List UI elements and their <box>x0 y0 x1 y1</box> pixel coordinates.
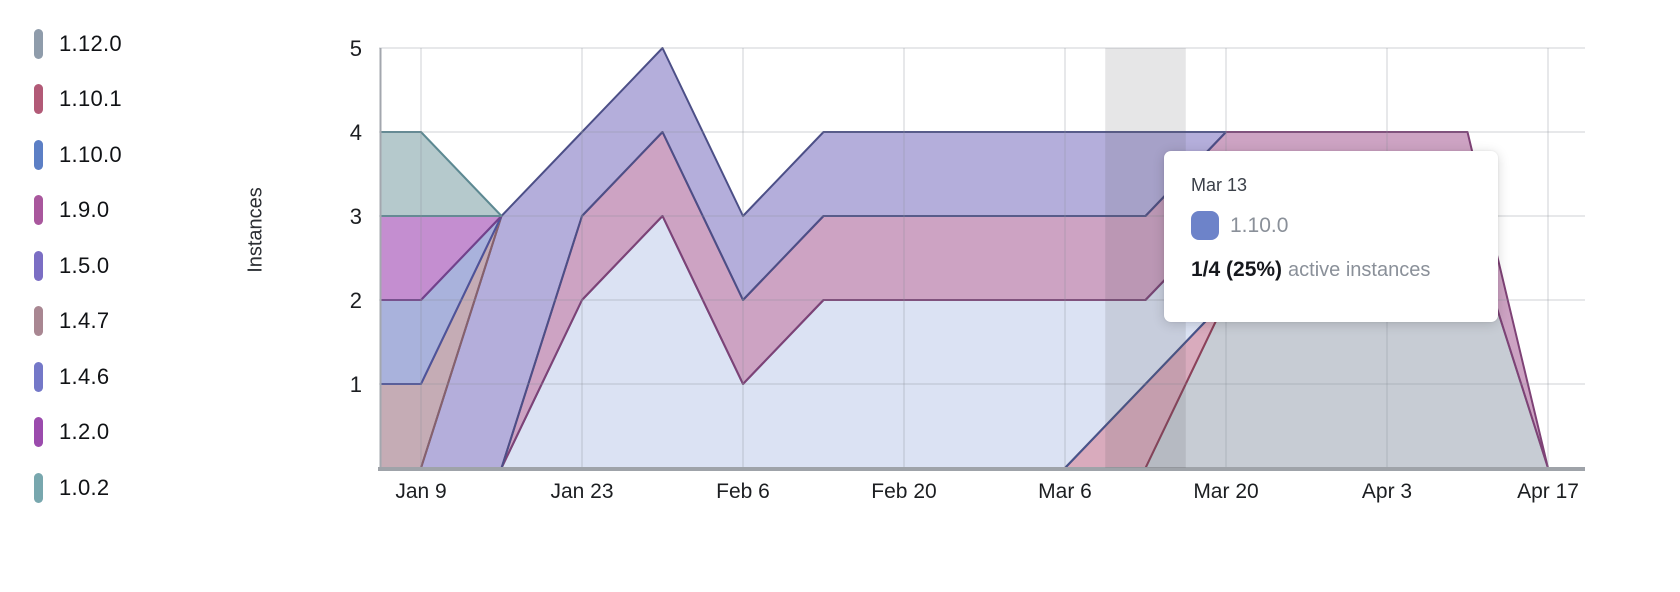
legend-marker-icon <box>34 139 43 170</box>
legend-marker-icon <box>34 361 43 392</box>
chart-tooltip: Mar 13 1.10.0 1/4 (25%) active instances <box>1164 151 1498 322</box>
legend-item-1.0.2[interactable]: 1.0.2 <box>34 460 122 516</box>
y-tick-label: 1 <box>350 372 362 397</box>
legend-label: 1.2.0 <box>59 419 110 445</box>
legend-label: 1.4.7 <box>59 308 110 334</box>
legend-label: 1.12.0 <box>59 30 122 56</box>
legend-label: 1.10.1 <box>59 86 122 112</box>
legend-item-1.10.0[interactable]: 1.10.0 <box>34 127 122 183</box>
legend-label: 1.5.0 <box>59 252 110 278</box>
area-edge-1.5.0 <box>421 131 1227 469</box>
x-tick-label: Mar 20 <box>1193 480 1258 503</box>
y-tick-label: 3 <box>350 204 362 229</box>
tooltip-series-swatch-icon <box>1191 211 1219 240</box>
legend-item-1.5.0[interactable]: 1.5.0 <box>34 238 122 294</box>
y-tick-label: 2 <box>350 288 362 313</box>
legend-item-1.9.0[interactable]: 1.9.0 <box>34 183 122 239</box>
area-edge-1.2.0 <box>381 215 503 301</box>
area-edge-1.5.0 <box>420 47 1226 469</box>
legend-marker-icon <box>34 417 43 448</box>
y-tick-label: 5 <box>350 36 362 61</box>
legend-marker-icon <box>34 195 43 226</box>
x-tick-label: Feb 6 <box>716 480 770 503</box>
legend-item-1.12.0[interactable]: 1.12.0 <box>34 16 122 72</box>
tooltip-series-label: 1.10.0 <box>1230 213 1289 237</box>
tooltip-date: Mar 13 <box>1191 175 1248 195</box>
chart-legend: 1.12.0 1.10.1 1.10.0 1.9.0 1.5.0 1.4.7 1.4.6 1.… <box>34 16 122 516</box>
y-tick-label: 4 <box>350 120 362 145</box>
x-tick-label: Feb 20 <box>871 480 936 503</box>
x-tick-label: Jan 9 <box>395 480 446 503</box>
legend-item-1.4.6[interactable]: 1.4.6 <box>34 349 122 405</box>
legend-label: 1.0.2 <box>59 474 110 500</box>
x-tick-label: Apr 17 <box>1517 480 1579 503</box>
legend-marker-icon <box>34 84 43 115</box>
legend-marker-icon <box>34 250 43 281</box>
tooltip-value-suffix: active instances <box>1288 259 1431 281</box>
x-tick-label: Apr 3 <box>1362 480 1412 503</box>
tooltip-value: 1/4 (25%) <box>1191 258 1283 281</box>
legend-label: 1.4.6 <box>59 363 110 389</box>
legend-item-1.4.7[interactable]: 1.4.7 <box>34 294 122 350</box>
legend-marker-icon <box>34 472 43 503</box>
area-edge-1.0.2 <box>381 131 503 217</box>
x-tick-label: Jan 23 <box>550 480 613 503</box>
legend-item-1.10.1[interactable]: 1.10.1 <box>34 72 122 128</box>
x-tick-label: Mar 6 <box>1038 480 1092 503</box>
legend-marker-icon <box>34 28 43 59</box>
area-edge-1.4.6 <box>381 215 503 385</box>
legend-label: 1.10.0 <box>59 141 122 167</box>
legend-label: 1.9.0 <box>59 197 110 223</box>
legend-marker-icon <box>34 306 43 337</box>
area-1.10.0 <box>381 216 1548 468</box>
legend-item-1.2.0[interactable]: 1.2.0 <box>34 405 122 461</box>
